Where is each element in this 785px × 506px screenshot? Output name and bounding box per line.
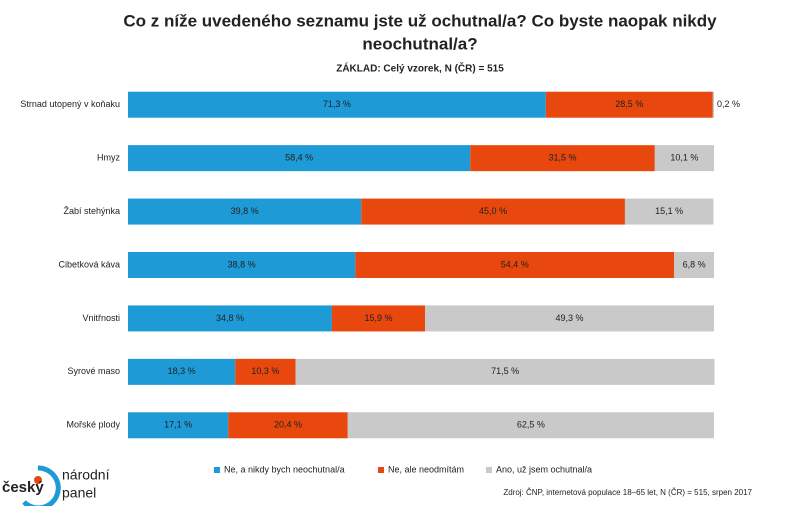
- value-label: 71,5 %: [491, 366, 519, 376]
- legend-label: Ne, ale neodmítám: [388, 464, 464, 474]
- chart-title: Co z níže uvedeného seznamu jste už ochu…: [123, 11, 717, 30]
- bar-segment: [128, 358, 236, 385]
- logo: český národní panel: [2, 465, 110, 506]
- bar-segment: [361, 198, 625, 225]
- legend-label: Ne, a nikdy bych neochutnal/a: [224, 464, 345, 474]
- bar-segment: [355, 252, 675, 278]
- value-label: 62,5 %: [517, 420, 545, 430]
- value-label: 20,4 %: [274, 420, 302, 430]
- bar-segment: [347, 412, 714, 439]
- bar-segment: [331, 305, 426, 332]
- category-label: Hmyz: [97, 153, 120, 163]
- bar-segment: [674, 252, 714, 278]
- value-label: 54,4 %: [501, 259, 529, 269]
- source-note: Zdroj: ČNP, internetová populace 18–65 l…: [503, 488, 752, 497]
- bar-segment: [624, 198, 714, 225]
- category-label: Syrové maso: [67, 366, 120, 376]
- bar-segment: [545, 91, 713, 118]
- legend-label: Ano, už jsem ochutnal/a: [496, 464, 592, 474]
- value-label: 10,3 %: [251, 366, 279, 376]
- category-label: Strnad utopený v koňaku: [20, 99, 120, 109]
- bar-segment: [128, 412, 229, 439]
- value-label: 49,3 %: [556, 313, 584, 323]
- legend-swatch: [486, 467, 492, 473]
- legend-swatch: [378, 467, 384, 473]
- value-label: 39,8 %: [231, 206, 259, 216]
- category-label: Cibetková káva: [58, 259, 120, 269]
- bar-segment: [712, 91, 714, 118]
- value-label: 28,5 %: [615, 99, 643, 109]
- chart-subtitle: ZÁKLAD: Celý vzorek, N (ČR) = 515: [336, 62, 504, 75]
- value-label: 10,1 %: [670, 153, 698, 163]
- value-label: 15,1 %: [655, 206, 683, 216]
- category-label: Mořské plody: [66, 420, 120, 430]
- bar-segment: [235, 358, 296, 385]
- chart-title: neochutnal/a?: [362, 34, 477, 53]
- value-label: 58,4 %: [285, 153, 313, 163]
- logo-arc: [22, 465, 61, 506]
- logo-dot: [34, 476, 42, 484]
- value-label: 0,2 %: [717, 99, 740, 109]
- value-label: 38,8 %: [228, 259, 256, 269]
- value-label: 34,8 %: [216, 313, 244, 323]
- value-label: 17,1 %: [164, 420, 192, 430]
- logo-text: národní: [62, 467, 110, 483]
- bar-segment: [470, 145, 655, 172]
- value-label: 18,3 %: [168, 366, 196, 376]
- value-label: 31,5 %: [549, 153, 577, 163]
- logo-brand: český: [2, 479, 44, 496]
- value-label: 71,3 %: [323, 99, 351, 109]
- value-label: 15,9 %: [364, 313, 392, 323]
- bar-segment: [228, 412, 348, 439]
- category-label: Vnitřnosti: [82, 313, 120, 323]
- bar-segment: [295, 358, 715, 385]
- category-label: Žabí stehýnka: [63, 206, 120, 216]
- bar-segment: [128, 252, 356, 278]
- bar-segment: [128, 305, 332, 332]
- bar-segment: [425, 305, 714, 332]
- value-label: 45,0 %: [479, 206, 507, 216]
- legend-swatch: [214, 467, 220, 473]
- bar-segment: [654, 145, 714, 172]
- value-label: 6,8 %: [683, 259, 706, 269]
- bar-segment: [128, 91, 546, 118]
- logo-text: panel: [62, 485, 96, 501]
- bar-segment: [128, 145, 471, 172]
- bar-segment: [128, 198, 362, 225]
